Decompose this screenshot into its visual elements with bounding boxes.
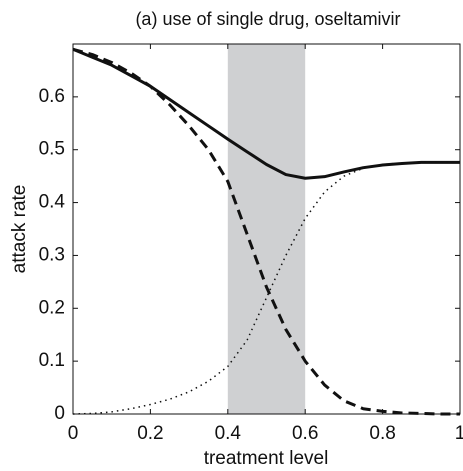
x-tick-label: 0.6 [292,423,318,444]
y-axis-label: attack rate [9,185,30,274]
plot-frame [72,43,461,415]
y-tick-label: 0.4 [39,192,66,213]
x-axis-label: treatment level [204,448,329,469]
y-tick-label: 0.5 [39,139,65,160]
chart-title: (a) use of single drug, oseltamivir [135,9,400,29]
x-tick-label: 0.4 [215,423,242,444]
y-tick-label: 0.1 [39,350,65,371]
x-tick-label: 0.2 [137,423,163,444]
y-tick-label: 0.2 [39,297,65,318]
shaded-span [227,44,306,414]
y-tick-label: 0 [54,403,65,424]
y-tick-label: 0.6 [39,86,65,107]
x-tick-label: 0.8 [369,423,395,444]
y-tick-label: 0.3 [39,244,65,265]
x-tick-label: 1 [455,423,463,444]
x-tick-label: 0 [68,423,79,444]
line-series [72,47,460,416]
